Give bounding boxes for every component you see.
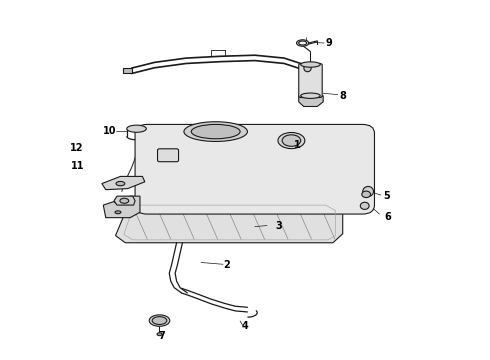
Ellipse shape xyxy=(191,125,240,139)
Ellipse shape xyxy=(363,186,373,197)
Text: 11: 11 xyxy=(71,161,85,171)
Ellipse shape xyxy=(120,198,129,203)
Ellipse shape xyxy=(127,125,147,132)
Ellipse shape xyxy=(360,202,369,210)
Text: 4: 4 xyxy=(242,321,248,331)
Ellipse shape xyxy=(282,135,301,146)
Text: 7: 7 xyxy=(159,331,165,341)
Ellipse shape xyxy=(296,40,309,46)
Ellipse shape xyxy=(362,191,370,198)
Polygon shape xyxy=(103,196,140,218)
Ellipse shape xyxy=(116,181,125,186)
Ellipse shape xyxy=(278,132,305,149)
Ellipse shape xyxy=(152,317,167,324)
Text: 3: 3 xyxy=(276,221,283,230)
Ellipse shape xyxy=(157,333,162,336)
Ellipse shape xyxy=(115,211,121,214)
FancyBboxPatch shape xyxy=(135,125,374,214)
Ellipse shape xyxy=(304,64,311,72)
Text: 10: 10 xyxy=(103,126,117,135)
FancyBboxPatch shape xyxy=(158,149,178,162)
Ellipse shape xyxy=(301,62,320,67)
Ellipse shape xyxy=(301,93,320,98)
Ellipse shape xyxy=(114,200,122,203)
Ellipse shape xyxy=(149,315,170,326)
Text: 12: 12 xyxy=(70,143,83,153)
Text: 2: 2 xyxy=(223,260,230,270)
FancyBboxPatch shape xyxy=(299,63,322,98)
Text: 1: 1 xyxy=(294,140,301,150)
Polygon shape xyxy=(116,203,343,243)
Ellipse shape xyxy=(299,41,307,45)
Polygon shape xyxy=(299,96,323,107)
Text: 5: 5 xyxy=(383,191,390,201)
Polygon shape xyxy=(102,176,145,190)
Ellipse shape xyxy=(184,122,247,141)
Text: 6: 6 xyxy=(384,212,391,221)
Text: 8: 8 xyxy=(339,91,346,102)
Polygon shape xyxy=(114,196,135,205)
Text: 9: 9 xyxy=(326,38,332,48)
Polygon shape xyxy=(123,68,132,73)
